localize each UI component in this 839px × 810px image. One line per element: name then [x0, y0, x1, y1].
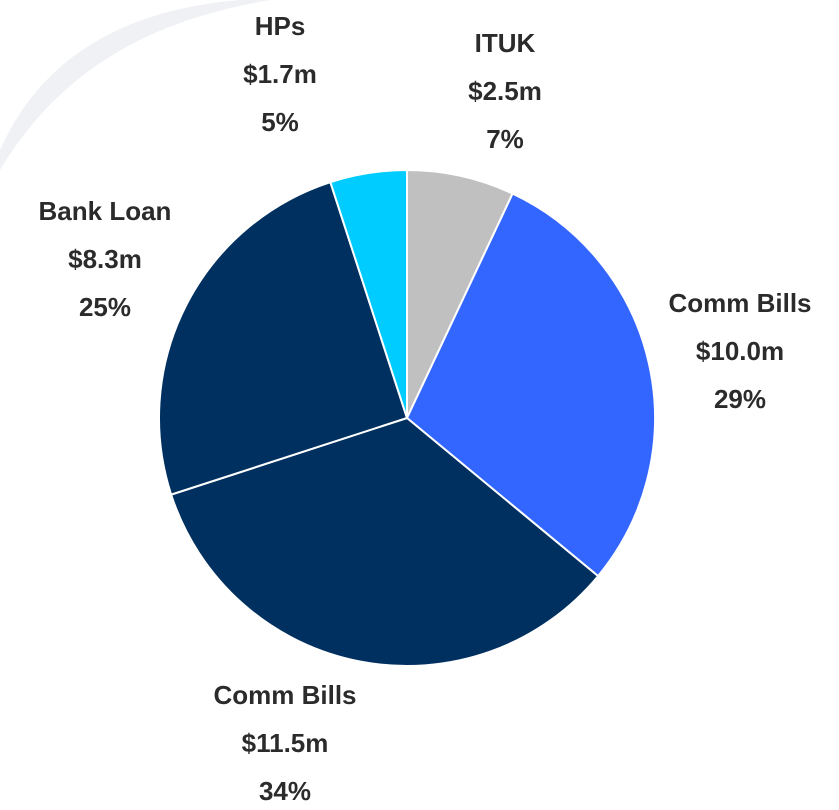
amount-label: $10.0m — [696, 336, 784, 366]
pie-slice — [158, 180, 409, 496]
slice-label: Bank Loan — [39, 196, 172, 226]
background-swoosh — [0, 0, 270, 170]
slice-label: Comm Bills — [668, 288, 811, 318]
percent-label: 25% — [79, 292, 131, 322]
percent-label: 34% — [259, 776, 311, 806]
pie-slice — [406, 168, 514, 419]
slice-label: HPs — [255, 11, 306, 41]
slice-label: ITUK — [475, 28, 536, 58]
amount-label: $2.5m — [468, 76, 542, 106]
percent-label: 7% — [486, 124, 524, 154]
amount-label: $1.7m — [243, 59, 317, 89]
amount-label: $11.5m — [242, 728, 329, 758]
percent-label: 29% — [714, 384, 766, 414]
slice-label: Comm Bills — [213, 680, 356, 710]
percent-label: 5% — [261, 107, 299, 137]
amount-label: $8.3m — [68, 244, 142, 274]
pie-slice — [169, 416, 600, 667]
pie-slice — [405, 192, 656, 578]
pie-slice — [329, 168, 408, 419]
